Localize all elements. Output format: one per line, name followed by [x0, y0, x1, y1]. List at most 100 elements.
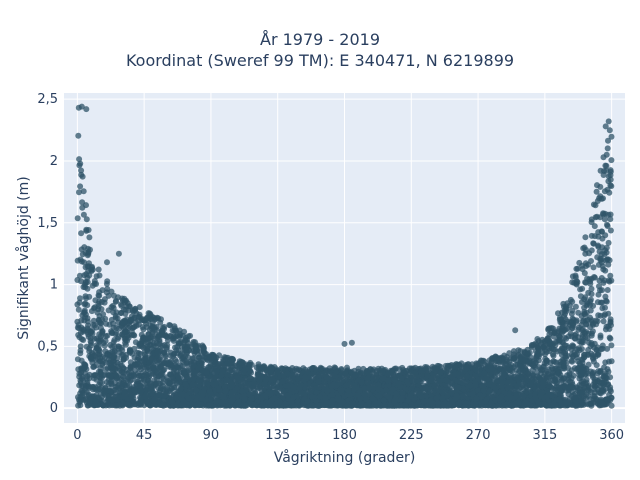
scatter-point [604, 145, 611, 152]
scatter-point [607, 211, 614, 218]
scatter-point [294, 367, 301, 374]
scatter-point [105, 307, 112, 314]
scatter-point [602, 257, 609, 264]
scatter-point [591, 223, 598, 230]
scatter-point [136, 342, 143, 349]
scatter-point [117, 360, 124, 367]
scatter-point [79, 199, 86, 206]
scatter-point [574, 265, 581, 272]
scatter-point [590, 264, 597, 271]
scatter-point [594, 182, 600, 189]
scatter-point [577, 293, 584, 300]
scatter-point [568, 357, 575, 364]
scatter-point [608, 183, 615, 190]
scatter-point [92, 297, 99, 304]
scatter-point [248, 361, 255, 368]
scatter-point [355, 368, 362, 375]
scatter-point [596, 195, 603, 202]
scatter-point [78, 278, 85, 285]
scatter-point [591, 233, 598, 240]
scatter-point [81, 301, 88, 308]
scatter-point [95, 266, 102, 273]
scatter-point [224, 372, 231, 379]
scatter-point [602, 304, 608, 311]
scatter-point [588, 285, 595, 292]
scatter-point [82, 284, 89, 291]
scatter-point [110, 353, 117, 360]
scatter-point [103, 280, 110, 287]
scatter-point [608, 402, 615, 409]
scatter-point [169, 385, 175, 392]
scatter-point [91, 375, 97, 382]
scatter-point [151, 335, 158, 342]
scatter-point [593, 188, 600, 195]
scatter-point [435, 385, 441, 392]
scatter-point [555, 310, 561, 317]
scatter-point [597, 167, 604, 174]
scatter-point [568, 367, 575, 374]
scatter-point [80, 377, 87, 384]
scatter-point [569, 325, 576, 332]
scatter-point [584, 275, 591, 282]
scatter-point [76, 162, 83, 169]
scatter-point [185, 354, 192, 361]
scatter-point [562, 353, 569, 360]
scatter-point [595, 291, 602, 298]
scatter-point [104, 332, 111, 339]
scatter-point [596, 283, 602, 290]
scatter-point [80, 211, 87, 218]
scatter-point [597, 332, 604, 339]
scatter-point [603, 151, 610, 158]
scatter-point [141, 377, 148, 383]
scatter-point [608, 157, 615, 164]
scatter-point [607, 227, 614, 234]
scatter-point [190, 339, 197, 345]
scatter-point [83, 226, 90, 233]
scatter-point [83, 216, 90, 223]
scatter-point [113, 329, 120, 336]
scatter-point [604, 287, 611, 293]
scatter-point [542, 355, 549, 362]
scatter-point [75, 132, 82, 139]
scatter-point [159, 379, 166, 386]
scatter-point [606, 127, 613, 134]
scatter-point [572, 303, 579, 310]
scatter-point [478, 357, 484, 364]
scatter-point [605, 137, 611, 144]
scatter-point [409, 372, 416, 379]
scatter-point [599, 228, 605, 235]
chart-title-line-2: Koordinat (Sweref 99 TM): E 340471, N 62… [125, 51, 515, 70]
scatter-point [607, 335, 614, 342]
scatter-point [604, 345, 611, 352]
scatter-point [575, 326, 582, 333]
scatter-point [557, 347, 564, 354]
scatter-point [100, 311, 107, 318]
scatter-point [253, 364, 260, 371]
scatter-point [158, 371, 165, 378]
scatter-point [607, 172, 614, 179]
scatter-point [102, 315, 109, 322]
scatter-point [104, 351, 111, 357]
scatter-point [74, 257, 81, 264]
scatter-point [135, 350, 142, 357]
scatter-point [82, 293, 89, 300]
scatter-point [603, 167, 610, 174]
scatter-point [76, 272, 83, 279]
scatter-point [74, 215, 81, 222]
scatter-point [582, 234, 589, 241]
scatter-point [604, 186, 611, 193]
scatter-point [162, 352, 169, 358]
scatter-point [89, 282, 96, 289]
scatter-point [572, 402, 579, 409]
scatter-point [185, 333, 192, 340]
scatter-point [104, 285, 111, 292]
scatter-point [76, 299, 83, 306]
scatter-point [608, 133, 615, 140]
scatter-point [151, 324, 158, 331]
scatter-point [78, 230, 85, 237]
scatter-point [76, 156, 83, 163]
scatter-point [215, 384, 221, 391]
scatter-point [575, 364, 582, 371]
scatter-point [506, 350, 513, 357]
